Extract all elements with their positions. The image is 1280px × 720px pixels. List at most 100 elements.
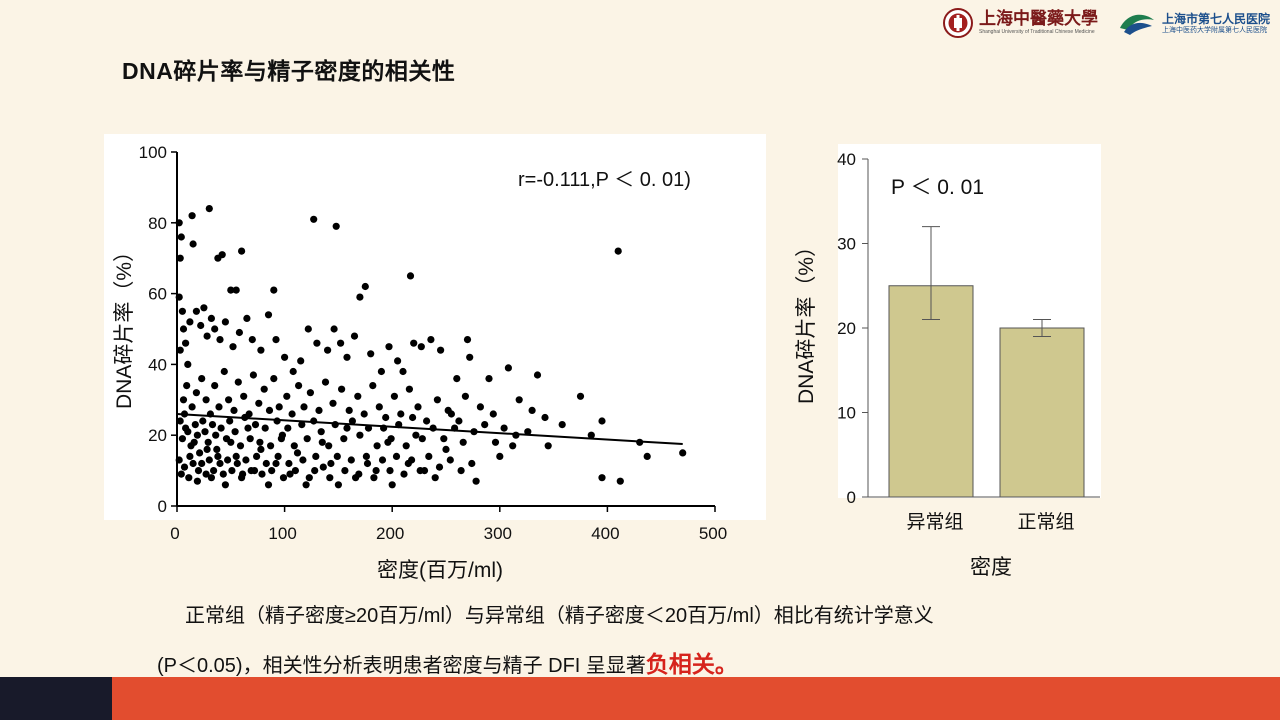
data-point: [321, 378, 330, 386]
data-point: [176, 346, 184, 354]
data-point: [193, 477, 201, 485]
data-point: [194, 467, 203, 475]
data-point: [186, 318, 194, 326]
data-point: [390, 392, 398, 400]
data-point: [187, 442, 195, 450]
data-point: [192, 389, 200, 397]
data-point: [330, 325, 338, 333]
bar-category-label: 异常组: [906, 511, 963, 533]
data-point: [304, 325, 312, 333]
caption-line-2-text: (P＜0.05)，相关性分析表明患者密度与精子 DFI 呈显著: [157, 655, 646, 677]
data-point: [256, 438, 264, 446]
data-point: [178, 435, 186, 443]
data-point: [189, 459, 197, 468]
data-point: [203, 332, 211, 340]
data-point: [491, 438, 500, 446]
data-point: [234, 378, 242, 386]
data-point: [418, 435, 426, 443]
data-point: [297, 357, 305, 365]
y-tick-label: 80: [148, 214, 167, 233]
data-point: [341, 467, 349, 475]
y-tick-label: 60: [148, 285, 167, 304]
data-point: [203, 445, 211, 453]
data-point: [481, 421, 489, 429]
data-point: [402, 442, 410, 450]
y-tick-label-background: [122, 494, 170, 518]
bar-y-tick-label: 40: [837, 150, 856, 169]
y-tick-label-background: [122, 281, 170, 306]
data-point: [455, 417, 463, 425]
scatter-y-axis-label: DNA碎片率（%）: [113, 241, 136, 409]
data-point: [333, 452, 341, 460]
data-point: [248, 336, 256, 344]
data-point: [226, 417, 234, 425]
x-tick-label: 400: [591, 524, 619, 543]
data-point: [290, 442, 298, 450]
bar-y-tick-label: 20: [837, 319, 856, 338]
y-tick-label: 100: [139, 143, 167, 162]
data-point: [277, 435, 285, 443]
data-point: [317, 428, 325, 436]
data-point: [302, 481, 310, 489]
data-point: [177, 233, 185, 241]
data-point: [541, 413, 549, 422]
data-point: [544, 442, 552, 450]
data-point: [243, 314, 251, 322]
data-point: [332, 222, 340, 230]
data-point: [453, 375, 461, 383]
data-point: [230, 406, 238, 414]
data-point: [198, 375, 206, 383]
data-point: [285, 459, 293, 468]
data-point: [186, 452, 194, 460]
data-point: [242, 456, 250, 464]
data-point: [262, 459, 270, 468]
data-point: [343, 353, 351, 361]
data-point: [257, 346, 265, 354]
data-point: [679, 449, 687, 457]
x-tick-label: 500: [699, 524, 727, 543]
data-point: [444, 406, 452, 414]
data-point: [215, 403, 223, 411]
data-point: [489, 410, 497, 418]
data-point: [406, 272, 415, 280]
data-point: [416, 467, 424, 475]
data-point: [303, 435, 311, 443]
data-point: [222, 435, 231, 443]
data-point: [433, 396, 441, 404]
data-point: [220, 367, 228, 376]
data-point: [202, 470, 210, 478]
data-point: [270, 375, 278, 383]
data-point: [238, 247, 246, 255]
data-point: [260, 385, 268, 393]
caption-line-2: (P＜0.05)，相关性分析表明患者密度与精子 DFI 呈显著负相关。: [157, 645, 738, 679]
data-point: [189, 240, 197, 248]
university-logo: 上海中醫藥大學 Shanghai University of Tradition…: [942, 8, 1098, 38]
bar-2: [999, 327, 1085, 498]
logo-bar: 上海中醫藥大學 Shanghai University of Tradition…: [942, 6, 1270, 40]
data-point: [375, 403, 383, 411]
trend-line: [176, 412, 683, 446]
data-point: [274, 452, 282, 460]
data-point: [459, 438, 467, 446]
data-point: [236, 442, 245, 450]
bar-axes: 0 10 20 30 40 异常组 正常组: [837, 150, 1100, 533]
data-point: [326, 474, 334, 482]
data-point: [327, 459, 335, 468]
data-point: [232, 286, 240, 294]
data-point: [188, 212, 196, 220]
data-point: [387, 435, 395, 443]
data-point: [286, 470, 294, 478]
data-point: [397, 410, 405, 418]
data-point: [216, 459, 224, 468]
data-point: [372, 467, 380, 475]
data-point: [177, 470, 185, 478]
y-tick-label-background: [122, 423, 170, 448]
data-point: [509, 442, 517, 450]
data-point: [275, 403, 283, 411]
data-point: [279, 474, 288, 482]
data-point: [350, 332, 359, 340]
bar-y-axis-label: DNA碎片率（%）: [795, 236, 818, 404]
data-point: [299, 456, 307, 464]
bar-x-axis-label: 密度: [970, 556, 1012, 579]
data-point: [178, 307, 186, 315]
